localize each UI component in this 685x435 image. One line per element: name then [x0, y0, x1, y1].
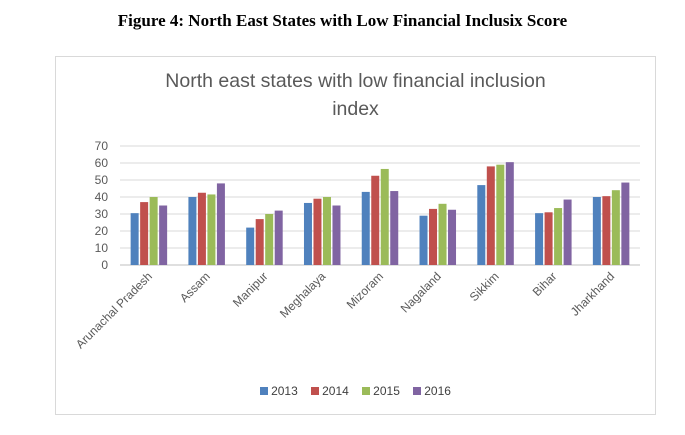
- bar-jharkhand-2013: [592, 197, 601, 265]
- bar-jharkhand-2015: [611, 190, 620, 265]
- x-tick-label-assam: Assam: [177, 269, 213, 305]
- bar-bihar-2015: [554, 208, 563, 265]
- bar-arunachal-pradesh-2014: [140, 202, 149, 265]
- bar-assam-2014: [197, 192, 206, 265]
- x-tick-label-arunachal-pradesh: Arunachal Pradesh: [73, 269, 155, 351]
- bar-assam-2016: [216, 183, 225, 265]
- legend-label-2014: 2014: [322, 384, 349, 398]
- legend-item-2014: 2014: [311, 384, 349, 398]
- legend-swatch-2015: [362, 387, 371, 395]
- y-tick-label-0: 0: [101, 258, 108, 272]
- bar-sikkim-2015: [496, 164, 505, 265]
- x-tick-label-meghalaya: Meghalaya: [277, 269, 329, 321]
- bar-bihar-2013: [535, 213, 544, 265]
- bar-meghalaya-2014: [313, 198, 322, 265]
- bar-jharkhand-2014: [602, 196, 611, 265]
- y-tick-label-60: 60: [95, 156, 109, 170]
- legend-item-2013: 2013: [260, 384, 298, 398]
- y-tick-label-40: 40: [95, 190, 109, 204]
- x-tick-label-manipur: Manipur: [230, 269, 271, 310]
- bar-sikkim-2016: [505, 162, 514, 265]
- bar-meghalaya-2015: [322, 197, 331, 265]
- bar-nagaland-2014: [429, 208, 438, 265]
- bar-manipur-2016: [274, 210, 283, 265]
- bar-bihar-2014: [544, 212, 553, 265]
- bar-arunachal-pradesh-2016: [159, 205, 168, 265]
- bar-sikkim-2014: [486, 166, 495, 265]
- y-tick-label-10: 10: [95, 241, 109, 255]
- figure-caption: Figure 4: North East States with Low Fin…: [117, 11, 568, 30]
- y-tick-label-30: 30: [95, 207, 109, 221]
- chart-title-line-1: North east states with low financial inc…: [165, 70, 546, 92]
- x-tick-label-nagaland: Nagaland: [398, 269, 444, 315]
- bar-mizoram-2015: [380, 168, 389, 265]
- bar-mizoram-2014: [371, 175, 380, 265]
- bar-mizoram-2016: [390, 191, 399, 265]
- y-tick-label-50: 50: [95, 173, 109, 187]
- bar-manipur-2014: [255, 219, 264, 265]
- bar-nagaland-2015: [438, 203, 447, 265]
- bar-arunachal-pradesh-2013: [130, 213, 139, 265]
- x-tick-label-mizoram: Mizoram: [344, 269, 386, 311]
- chart-title-line-2: index: [332, 98, 379, 120]
- legend-label-2016: 2016: [424, 384, 451, 398]
- bar-meghalaya-2013: [303, 202, 312, 265]
- x-tick-label-sikkim: Sikkim: [467, 269, 502, 304]
- legend-label-2015: 2015: [373, 384, 400, 398]
- x-tick-label-jharkhand: Jharkhand: [568, 269, 618, 319]
- bar-nagaland-2013: [419, 215, 428, 265]
- legend-item-2016: 2016: [413, 384, 451, 398]
- bar-manipur-2015: [265, 214, 274, 265]
- bar-assam-2015: [207, 194, 216, 265]
- bar-assam-2013: [188, 197, 197, 265]
- legend-label-2013: 2013: [271, 384, 298, 398]
- y-tick-label-20: 20: [95, 224, 109, 238]
- bar-mizoram-2013: [361, 191, 370, 265]
- bar-jharkhand-2016: [621, 182, 630, 265]
- x-tick-label-bihar: Bihar: [530, 269, 560, 299]
- bar-nagaland-2016: [448, 209, 457, 265]
- bar-arunachal-pradesh-2015: [149, 197, 158, 265]
- y-tick-label-70: 70: [95, 139, 109, 153]
- legend-item-2015: 2015: [362, 384, 400, 398]
- chart-legend: 2013 2014 2015 2016: [55, 384, 656, 398]
- legend-swatch-2013: [260, 387, 269, 395]
- bar-meghalaya-2016: [332, 205, 341, 265]
- bar-manipur-2013: [246, 227, 255, 265]
- bar-bihar-2016: [563, 199, 572, 265]
- bar-sikkim-2013: [477, 185, 486, 265]
- legend-swatch-2016: [413, 387, 422, 395]
- legend-swatch-2014: [311, 387, 320, 395]
